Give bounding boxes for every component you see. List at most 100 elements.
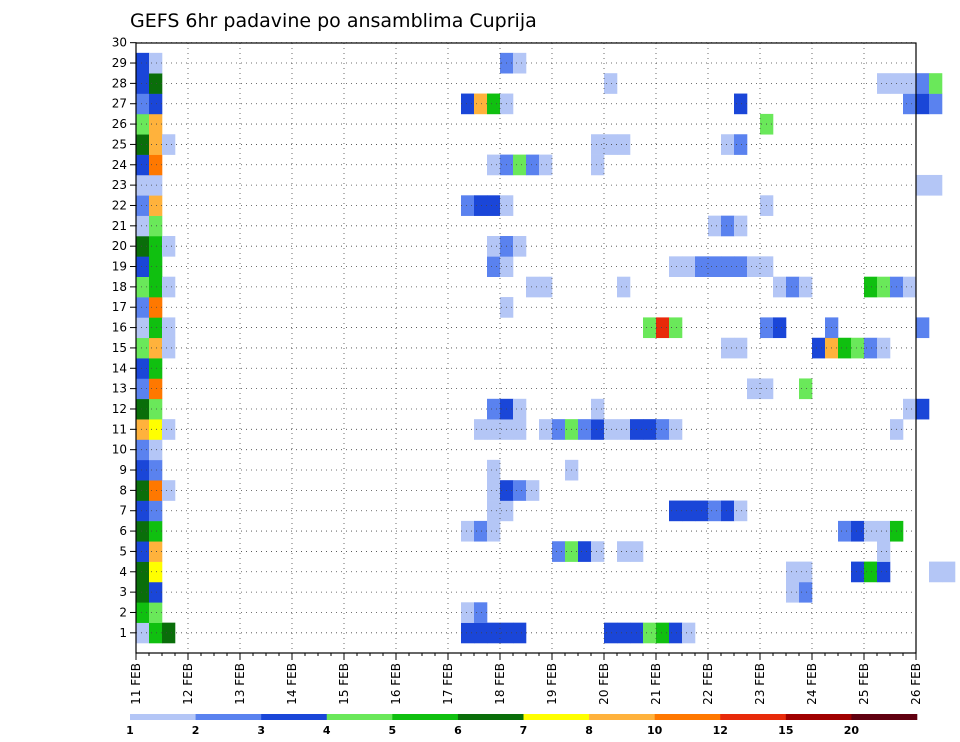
x-tick-label: 12 FEB [181,663,195,705]
colorbar-swatch [130,714,196,720]
y-tick-label: 2 [119,605,127,619]
heatmap-cell [461,195,475,216]
heatmap-cell [721,337,735,359]
heatmap-cell [149,93,163,115]
heatmap-cell [526,276,540,298]
heatmap-cell [136,174,150,196]
heatmap-cell [149,520,163,542]
y-tick-label: 29 [112,56,127,70]
colorbar-swatch [851,714,918,720]
colorbar-swatch [589,714,655,720]
heatmap-cell [721,215,735,237]
heatmap-cell [929,174,943,196]
heatmap-cell [708,500,722,522]
heatmap-cell [162,236,176,257]
heatmap-cell [513,52,527,74]
heatmap-cell [734,256,748,277]
heatmap-cell [786,276,800,298]
heatmap-cell [682,622,696,644]
heatmap-cell [149,317,163,339]
heatmap-cell [851,337,865,359]
heatmap-cell [864,276,878,298]
heatmap-cell [656,419,670,440]
y-tick-label: 18 [112,280,127,294]
heatmap-cell [539,154,553,176]
heatmap-cell [149,256,163,277]
heatmap-cell [162,317,176,339]
x-tick-label: 18 FEB [493,663,507,705]
heatmap-cell [669,500,683,522]
heatmap-cell [734,93,748,115]
heatmap-cell [136,459,150,481]
heatmap-cell [487,93,501,115]
y-tick-label: 27 [112,97,127,111]
heatmap-cell [136,93,150,115]
x-tick-label: 25 FEB [857,663,871,705]
heatmap-cell [461,520,475,542]
heatmap-cell [149,154,163,176]
heatmap-cell [617,541,631,562]
heatmap-cell [136,622,150,644]
heatmap-cell [162,622,176,644]
heatmap-cell [149,195,163,216]
heatmap-cell [604,622,618,644]
heatmap-cell [136,541,150,562]
heatmap-cell [487,195,501,216]
heatmap-cell [591,134,605,155]
heatmap-cell [617,134,631,155]
x-tick-label: 21 FEB [649,663,663,705]
heatmap-cell [591,419,605,440]
heatmap-cell [864,337,878,359]
heatmap-cell [656,622,670,644]
heatmap-cell [838,520,852,542]
y-tick-label: 1 [119,626,127,640]
heatmap-cell [682,500,696,522]
heatmap-cell [617,622,631,644]
heatmap-cell [513,480,527,501]
heatmap-cell [916,93,930,115]
heatmap-cell [149,561,163,583]
heatmap-cell [617,419,631,440]
heatmap-cell [149,174,163,196]
heatmap-cell [149,215,163,237]
heatmap-cell [461,602,475,623]
heatmap-cell [474,93,488,115]
heatmap-cell [461,93,475,115]
heatmap-cell [487,520,501,542]
heatmap-cell [487,459,501,481]
colorbar-label: 15 [778,724,793,737]
heatmap-cell [149,622,163,644]
heatmap-cell [526,480,540,501]
y-tick-label: 20 [112,239,127,253]
heatmap-cell [864,561,878,583]
heatmap-cell [149,378,163,400]
heatmap-cell [513,398,527,420]
heatmap-cell [136,317,150,339]
y-tick-label: 5 [119,544,127,558]
y-tick-label: 7 [119,504,127,518]
y-tick-label: 21 [112,219,127,233]
y-tick-label: 12 [112,402,127,416]
heatmap-cell [136,419,150,440]
heatmap-cell [877,561,891,583]
colorbar-label: 2 [192,724,200,737]
y-tick-label: 13 [112,382,127,396]
heatmap-cell [734,337,748,359]
heatmap-cell [916,174,930,196]
heatmap-cell [136,602,150,623]
heatmap-cell [682,256,696,277]
colorbar-swatch [392,714,459,720]
heatmap-cell [773,276,787,298]
x-tick-label: 19 FEB [545,663,559,705]
heatmap-cell [747,256,761,277]
heatmap-cell [136,215,150,237]
heatmap-cell [539,419,553,440]
heatmap-cell [513,622,527,644]
heatmap-cell [487,398,501,420]
heatmap-cell [149,134,163,155]
heatmap-cell [877,520,891,542]
x-tick-label: 23 FEB [753,663,767,705]
x-tick-label: 15 FEB [337,663,351,705]
heatmap-cell [864,520,878,542]
